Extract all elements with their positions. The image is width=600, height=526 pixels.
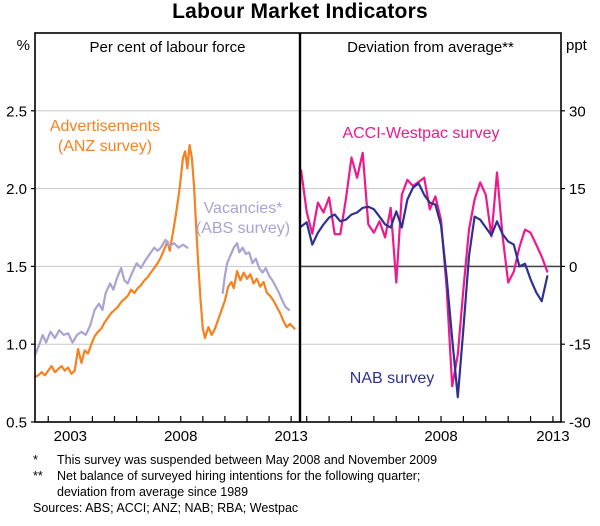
y-tick-label: 2.0 <box>6 181 27 198</box>
y-tick-label: -30 <box>569 415 591 432</box>
y-tick-label: 15 <box>569 181 586 198</box>
sources-line: Sources: ABS; ACCI; ANZ; NAB; RBA; Westp… <box>33 501 299 515</box>
x-tick-label: 2008 <box>424 428 457 445</box>
y-tick-label: 1.0 <box>6 337 27 354</box>
chart-frame <box>34 32 562 423</box>
y-tick-label: 1.5 <box>6 259 27 276</box>
footnote-1-text: This survey was suspended between May 20… <box>57 453 438 467</box>
advertisements-series-label: Advertisements (ANZ survey) <box>34 117 176 157</box>
x-tick-label: 2008 <box>164 428 197 445</box>
footnote-1: * This survey was suspended between May … <box>33 452 573 468</box>
nab-survey-line <box>300 182 549 399</box>
left-panel-header: Per cent of labour force <box>89 39 246 56</box>
vacancies-abs-survey--line <box>33 238 189 357</box>
vacancies-abs-survey--line <box>221 242 291 312</box>
footnotes-block: * This survey was suspended between May … <box>33 452 573 516</box>
footnote-2-marker: ** <box>33 469 43 483</box>
y-tick-label: 0 <box>569 259 577 276</box>
footnote-1-marker: * <box>33 453 38 467</box>
y-tick-label: 30 <box>569 103 586 120</box>
vacancies-series-label-line2: (ABS survey) <box>195 220 291 237</box>
left-axis-unit-label: % <box>16 37 30 54</box>
y-tick-label: -15 <box>569 337 591 354</box>
advertisements-series-label-line2: (ANZ survey) <box>57 138 153 155</box>
x-tick-label: 2013 <box>274 428 307 445</box>
x-tick-label: 2003 <box>54 428 87 445</box>
acci-westpac-survey-line <box>300 151 549 388</box>
advertisements-anz-survey--line <box>33 143 296 378</box>
y-tick-label: 0.5 <box>6 415 27 432</box>
chart-title: Labour Market Indicators <box>172 0 428 23</box>
right-panel-header: Deviation from average** <box>347 39 514 56</box>
advertisements-series-label-line1: Advertisements <box>49 118 161 135</box>
right-axis-unit-label: ppt <box>566 37 587 54</box>
vacancies-series-label: Vacancies* (ABS survey) <box>183 199 303 239</box>
x-tick-label: 2013 <box>536 428 569 445</box>
footnote-2-text: Net balance of surveyed hiring intention… <box>57 469 421 499</box>
footnote-2: ** Net balance of surveyed hiring intent… <box>33 468 573 500</box>
y-tick-label: 2.5 <box>6 103 27 120</box>
nab-series-label: NAB survey <box>349 370 435 387</box>
acci-westpac-series-label: ACCI-Westpac survey <box>342 125 500 142</box>
vacancies-series-label-line1: Vacancies* <box>203 200 283 217</box>
